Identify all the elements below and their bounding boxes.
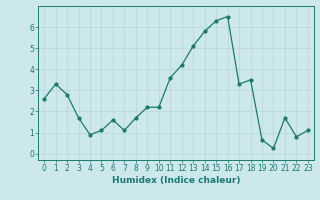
X-axis label: Humidex (Indice chaleur): Humidex (Indice chaleur) (112, 176, 240, 185)
